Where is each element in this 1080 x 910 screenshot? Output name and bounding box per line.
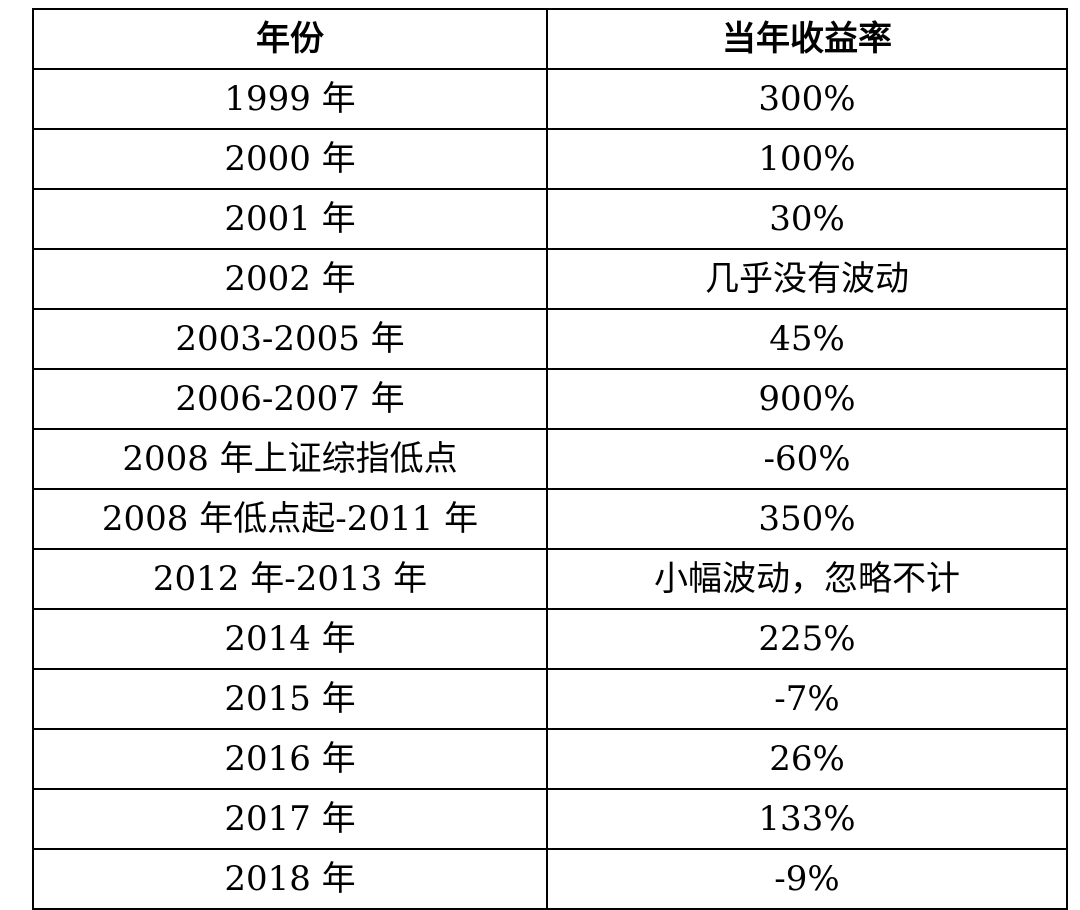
- cell-annual-return: 225%: [546, 608, 1068, 670]
- cell-year: 2000 年: [32, 128, 548, 190]
- table-row: 1999 年 300%: [32, 68, 1068, 130]
- cell-annual-return: 小幅波动，忽略不计: [546, 548, 1068, 610]
- cell-annual-return: -60%: [546, 428, 1068, 490]
- cell-annual-return: 26%: [546, 728, 1068, 790]
- table-row: 2014 年 225%: [32, 608, 1068, 670]
- cell-year: 2008 年上证综指低点: [32, 428, 548, 490]
- table-row: 2001 年 30%: [32, 188, 1068, 250]
- cell-annual-return: 133%: [546, 788, 1068, 850]
- header-year: 年份: [32, 8, 548, 70]
- cell-year: 2018 年: [32, 848, 548, 910]
- table-row: 2018 年 -9%: [32, 848, 1068, 910]
- cell-year: 2001 年: [32, 188, 548, 250]
- table-row: 2012 年-2013 年小幅波动，忽略不计: [32, 548, 1068, 610]
- table-row: 2008 年上证综指低点 -60%: [32, 428, 1068, 490]
- table-row: 2016 年 26%: [32, 728, 1068, 790]
- table-row: 2000 年 100%: [32, 128, 1068, 190]
- table-body: 1999 年 300% 2000 年 100% 2001 年 30% 2002 年几乎没有波…: [32, 68, 1068, 910]
- returns-table: 年份 当年收益率 1999 年 300% 2000 年 100% 2001 年 30% 20…: [32, 8, 1068, 910]
- cell-annual-return: 几乎没有波动: [546, 248, 1068, 310]
- table-row: 2015 年 -7%: [32, 668, 1068, 730]
- table-header: 年份 当年收益率: [32, 8, 1068, 70]
- header-annual-return: 当年收益率: [546, 8, 1068, 70]
- cell-annual-return: -7%: [546, 668, 1068, 730]
- cell-annual-return: 350%: [546, 488, 1068, 550]
- cell-year: 2017 年: [32, 788, 548, 850]
- cell-annual-return: 300%: [546, 68, 1068, 130]
- cell-annual-return: 100%: [546, 128, 1068, 190]
- cell-annual-return: -9%: [546, 848, 1068, 910]
- cell-year: 2003-2005 年: [32, 308, 548, 370]
- table-row: 2002 年几乎没有波动: [32, 248, 1068, 310]
- cell-year: 2015 年: [32, 668, 548, 730]
- table-row: 2003-2005 年 45%: [32, 308, 1068, 370]
- cell-year: 2006-2007 年: [32, 368, 548, 430]
- cell-annual-return: 45%: [546, 308, 1068, 370]
- table-row: 2008 年低点起-2011 年 350%: [32, 488, 1068, 550]
- cell-year: 2008 年低点起-2011 年: [32, 488, 548, 550]
- header-row: 年份 当年收益率: [32, 8, 1068, 70]
- cell-annual-return: 900%: [546, 368, 1068, 430]
- table-row: 2017 年 133%: [32, 788, 1068, 850]
- cell-annual-return: 30%: [546, 188, 1068, 250]
- cell-year: 2016 年: [32, 728, 548, 790]
- table-row: 2006-2007 年 900%: [32, 368, 1068, 430]
- cell-year: 2014 年: [32, 608, 548, 670]
- returns-table-container: 年份 当年收益率 1999 年 300% 2000 年 100% 2001 年 30% 20…: [32, 8, 1068, 910]
- cell-year: 1999 年: [32, 68, 548, 130]
- cell-year: 2012 年-2013 年: [32, 548, 548, 610]
- cell-year: 2002 年: [32, 248, 548, 310]
